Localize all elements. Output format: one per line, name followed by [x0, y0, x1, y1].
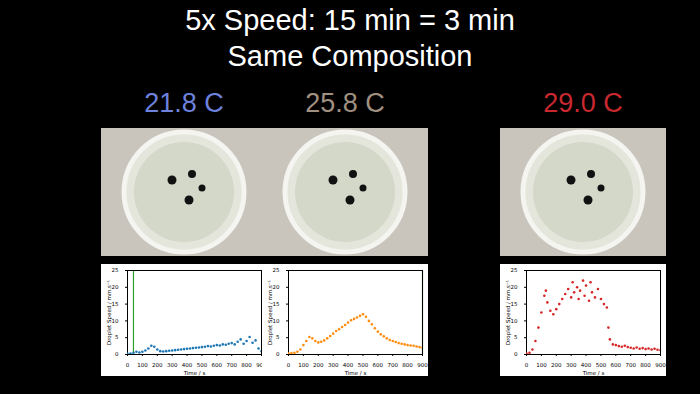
svg-text:600: 600	[611, 362, 622, 368]
html-text:29.0 C: 29.0 C	[543, 88, 623, 118]
svg-text:20: 20	[273, 284, 280, 290]
svg-text:300: 300	[328, 362, 339, 368]
svg-text:400: 400	[343, 362, 354, 368]
svg-text:20: 20	[112, 284, 119, 290]
svg-text:10: 10	[273, 318, 280, 324]
svg-text:500: 500	[596, 362, 607, 368]
svg-text:0: 0	[115, 351, 119, 357]
svg-text:25: 25	[511, 267, 518, 273]
svg-text:800: 800	[640, 362, 651, 368]
svg-text:25: 25	[273, 267, 280, 273]
svg-text:0: 0	[514, 351, 518, 357]
svg-text:700: 700	[387, 362, 398, 368]
svg-text:300: 300	[167, 362, 178, 368]
html-text:5x Speed: 15 min = 3 min: 5x Speed: 15 min = 3 min	[185, 4, 515, 36]
svg-text:500: 500	[358, 362, 369, 368]
svg-text:600: 600	[212, 362, 223, 368]
svg-text:800: 800	[402, 362, 413, 368]
svg-text:5: 5	[276, 334, 280, 340]
svg-text:200: 200	[551, 362, 562, 368]
html-text:25.8 C: 25.8 C	[305, 88, 385, 118]
svg-text:300: 300	[566, 362, 577, 368]
svg-text:900: 900	[417, 362, 428, 368]
svg-text:15: 15	[273, 301, 280, 307]
svg-text:500: 500	[197, 362, 208, 368]
svg-text:0: 0	[287, 362, 291, 368]
svg-text:800: 800	[241, 362, 252, 368]
svg-text:0: 0	[126, 362, 130, 368]
svg-text:15: 15	[511, 301, 518, 307]
svg-text:Droplet Speed / mm.s⁻¹: Droplet Speed / mm.s⁻¹	[505, 280, 512, 345]
svg-text:Time / s: Time / s	[344, 370, 367, 376]
svg-text:15: 15	[112, 301, 119, 307]
svg-text:600: 600	[373, 362, 384, 368]
svg-text:10: 10	[511, 318, 518, 324]
svg-text:900: 900	[655, 362, 666, 368]
svg-text:100: 100	[137, 362, 148, 368]
html-text:Same Composition: Same Composition	[227, 40, 473, 72]
svg-text:100: 100	[536, 362, 547, 368]
svg-text:100: 100	[298, 362, 309, 368]
svg-text:0: 0	[525, 362, 529, 368]
svg-text:20: 20	[511, 284, 518, 290]
svg-text:Time / s: Time / s	[183, 370, 206, 376]
svg-text:10: 10	[112, 318, 119, 324]
svg-text:Time / s: Time / s	[582, 370, 605, 376]
svg-text:25: 25	[112, 267, 119, 273]
svg-text:5: 5	[514, 334, 518, 340]
svg-text:400: 400	[182, 362, 193, 368]
svg-text:0: 0	[276, 351, 280, 357]
svg-text:5: 5	[115, 334, 119, 340]
svg-text:Droplet Speed / mm.s⁻¹: Droplet Speed / mm.s⁻¹	[267, 280, 274, 345]
svg-text:200: 200	[313, 362, 324, 368]
svg-text:400: 400	[581, 362, 592, 368]
html-text:21.8 C: 21.8 C	[144, 88, 224, 118]
svg-text:200: 200	[152, 362, 163, 368]
svg-text:700: 700	[226, 362, 237, 368]
svg-text:Droplet Speed / mm.s⁻¹: Droplet Speed / mm.s⁻¹	[106, 280, 113, 345]
svg-text:700: 700	[625, 362, 636, 368]
